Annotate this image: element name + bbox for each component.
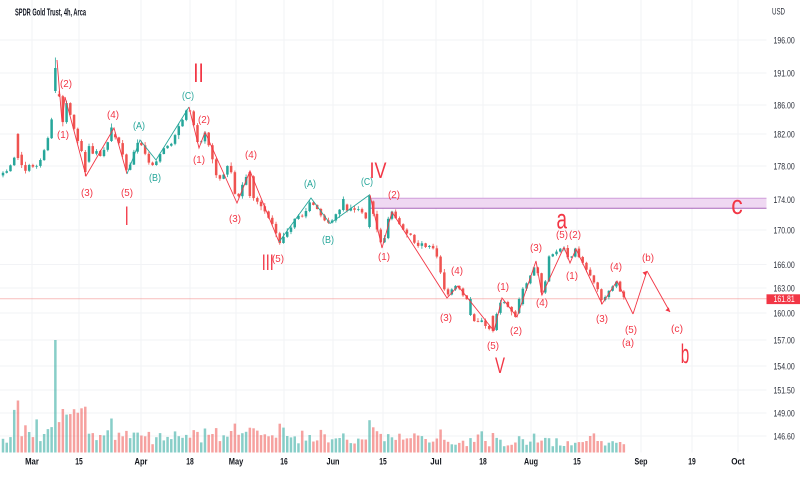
svg-text:(2): (2) (198, 114, 210, 126)
svg-text:(3): (3) (440, 312, 452, 324)
svg-text:178.00: 178.00 (774, 162, 795, 173)
svg-text:19: 19 (688, 457, 696, 468)
svg-text:(B): (B) (149, 172, 161, 184)
svg-text:(2): (2) (60, 78, 72, 90)
svg-text:(c): (c) (671, 323, 683, 335)
svg-text:(2): (2) (510, 325, 522, 337)
svg-text:18: 18 (479, 457, 487, 468)
svg-text:(4): (4) (451, 265, 463, 277)
svg-text:(4): (4) (610, 261, 622, 273)
svg-text:160.00: 160.00 (774, 309, 795, 320)
svg-text:18: 18 (186, 457, 194, 468)
svg-text:(b): (b) (642, 252, 654, 264)
svg-text:163.00: 163.00 (774, 284, 795, 295)
svg-text:(4): (4) (536, 297, 548, 309)
svg-text:166.00: 166.00 (774, 260, 795, 271)
svg-text:(A): (A) (133, 120, 145, 132)
svg-text:(2): (2) (388, 189, 400, 201)
svg-text:b: b (681, 339, 690, 369)
svg-text:SPDR Gold Trust, 4h, Arca: SPDR Gold Trust, 4h, Arca (15, 8, 86, 19)
svg-text:161.81: 161.81 (774, 294, 795, 305)
svg-text:Jul: Jul (430, 457, 442, 468)
svg-text:191.00: 191.00 (774, 69, 795, 80)
svg-text:174.00: 174.00 (774, 195, 795, 206)
svg-text:186.00: 186.00 (774, 101, 795, 112)
svg-text:157.00: 157.00 (774, 336, 795, 347)
svg-text:(3): (3) (530, 242, 542, 254)
svg-text:182.00: 182.00 (774, 130, 795, 141)
svg-text:16: 16 (280, 457, 288, 468)
svg-text:(1): (1) (193, 154, 205, 166)
svg-text:(3): (3) (229, 213, 241, 225)
svg-text:Aug: Aug (524, 457, 538, 468)
svg-text:Oct: Oct (731, 457, 745, 468)
svg-text:I: I (125, 201, 129, 231)
svg-text:196.00: 196.00 (774, 36, 795, 47)
svg-text:(B): (B) (322, 234, 334, 246)
svg-text:(1): (1) (497, 281, 509, 293)
svg-text:Jun: Jun (327, 457, 340, 468)
svg-text:(1): (1) (378, 251, 390, 263)
svg-text:(1): (1) (57, 129, 69, 141)
svg-text:c: c (731, 190, 743, 220)
svg-text:Sep: Sep (635, 457, 648, 468)
svg-text:Apr: Apr (135, 457, 148, 468)
svg-text:(3): (3) (81, 187, 93, 199)
svg-text:May: May (229, 457, 244, 468)
svg-text:(5): (5) (625, 324, 637, 336)
svg-text:146.60: 146.60 (774, 432, 795, 443)
svg-text:(3): (3) (596, 313, 608, 325)
svg-text:(5): (5) (121, 187, 133, 199)
svg-text:151.50: 151.50 (774, 386, 795, 397)
svg-text:(4): (4) (107, 109, 119, 121)
svg-text:(a): (a) (622, 337, 634, 349)
svg-text:III: III (262, 250, 274, 275)
svg-text:149.00: 149.00 (774, 409, 795, 420)
svg-text:15: 15 (75, 457, 83, 468)
svg-text:(C): (C) (182, 90, 194, 102)
svg-text:170.00: 170.00 (774, 226, 795, 237)
svg-text:a: a (557, 203, 568, 234)
svg-text:V: V (495, 353, 505, 378)
svg-text:USD: USD (772, 7, 785, 18)
svg-text:15: 15 (379, 457, 387, 468)
svg-text:(A): (A) (304, 178, 316, 190)
svg-text:(4): (4) (245, 149, 257, 161)
svg-text:Mar: Mar (25, 457, 39, 468)
svg-text:15: 15 (573, 457, 581, 468)
svg-text:(5): (5) (487, 340, 499, 352)
svg-text:II: II (193, 58, 204, 88)
svg-text:(2): (2) (569, 229, 581, 241)
svg-text:IV: IV (370, 158, 387, 183)
svg-text:154.00: 154.00 (774, 362, 795, 373)
svg-text:(1): (1) (566, 270, 578, 282)
